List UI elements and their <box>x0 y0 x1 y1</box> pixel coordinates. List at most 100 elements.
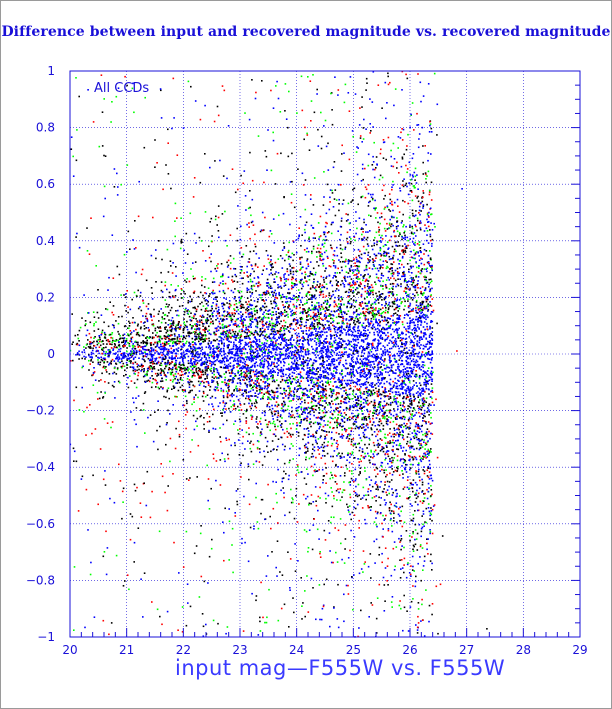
scatter-point <box>179 326 182 328</box>
scatter-point <box>264 436 267 439</box>
scatter-point <box>407 363 409 366</box>
scatter-point <box>291 314 294 317</box>
scatter-point <box>358 307 360 310</box>
scatter-point <box>270 272 272 274</box>
scatter-point <box>409 320 412 322</box>
scatter-point <box>335 408 338 411</box>
scatter-point <box>357 272 360 274</box>
scatter-point <box>337 315 340 318</box>
scatter-point <box>424 382 426 384</box>
scatter-point <box>174 295 177 297</box>
scatter-point <box>316 337 318 340</box>
scatter-point <box>255 325 257 328</box>
scatter-point <box>367 311 369 314</box>
scatter-point <box>407 454 410 457</box>
scatter-point <box>314 304 316 307</box>
scatter-point <box>213 332 215 335</box>
scatter-point <box>260 349 262 352</box>
scatter-point <box>332 166 335 169</box>
scatter-point <box>349 406 352 409</box>
scatter-point <box>339 359 342 362</box>
scatter-point <box>252 463 255 465</box>
scatter-point <box>420 579 422 582</box>
scatter-point <box>389 501 391 504</box>
scatter-point <box>400 559 403 561</box>
scatter-point <box>274 345 276 347</box>
scatter-point <box>301 172 304 175</box>
scatter-point <box>212 348 214 351</box>
scatter-point <box>299 364 302 366</box>
scatter-point <box>391 342 394 344</box>
scatter-point <box>305 497 307 500</box>
scatter-point <box>293 254 295 256</box>
scatter-point <box>325 467 327 469</box>
scatter-point <box>399 278 401 280</box>
scatter-point <box>357 332 359 334</box>
scatter-point <box>379 371 382 373</box>
scatter-point <box>344 311 346 314</box>
scatter-point <box>349 549 351 552</box>
scatter-point <box>304 590 306 592</box>
scatter-point <box>413 345 415 348</box>
scatter-point <box>387 335 390 337</box>
scatter-point <box>302 285 304 288</box>
scatter-point <box>418 314 421 317</box>
scatter-point <box>145 327 147 329</box>
scatter-point <box>189 323 191 326</box>
scatter-point <box>374 409 376 412</box>
scatter-point <box>339 307 342 309</box>
scatter-point <box>422 316 425 319</box>
scatter-point <box>384 358 386 360</box>
scatter-point <box>370 196 373 198</box>
scatter-point <box>214 160 216 162</box>
scatter-point <box>414 538 416 541</box>
scatter-point <box>362 402 365 404</box>
scatter-point <box>324 312 327 315</box>
scatter-point <box>256 390 258 392</box>
scatter-point <box>364 470 366 472</box>
scatter-point <box>331 476 334 479</box>
scatter-point <box>398 380 400 382</box>
scatter-point <box>224 460 226 463</box>
scatter-point <box>425 333 427 336</box>
scatter-point <box>349 405 351 407</box>
scatter-point <box>348 461 351 464</box>
scatter-point <box>287 405 290 408</box>
scatter-point <box>172 262 174 264</box>
scatter-point <box>414 397 416 400</box>
scatter-point <box>339 518 342 520</box>
scatter-point <box>361 334 363 337</box>
scatter-point <box>237 360 239 362</box>
scatter-point <box>177 389 180 392</box>
scatter-point <box>346 231 349 234</box>
scatter-point <box>277 438 280 440</box>
scatter-point <box>359 446 361 449</box>
scatter-point <box>251 291 254 294</box>
scatter-point <box>235 385 238 388</box>
scatter-point <box>249 324 252 327</box>
scatter-point <box>373 450 376 453</box>
scatter-point <box>267 396 269 398</box>
scatter-point <box>112 348 115 350</box>
scatter-point <box>418 473 420 475</box>
scatter-point <box>403 326 406 329</box>
scatter-point <box>161 354 163 356</box>
scatter-point <box>331 491 333 493</box>
scatter-point <box>346 306 348 309</box>
scatter-point <box>325 307 328 310</box>
scatter-point <box>393 261 395 263</box>
scatter-point <box>415 436 418 439</box>
scatter-point <box>266 378 269 380</box>
scatter-point <box>210 341 213 343</box>
scatter-point <box>342 386 344 389</box>
scatter-point <box>302 365 305 367</box>
scatter-point <box>415 575 417 578</box>
scatter-point <box>422 417 424 419</box>
scatter-point <box>408 375 411 377</box>
scatter-point <box>351 316 354 318</box>
scatter-point <box>312 385 314 387</box>
scatter-point <box>124 342 126 345</box>
scatter-point <box>291 282 293 285</box>
scatter-point <box>314 421 317 424</box>
scatter-point <box>260 333 263 335</box>
